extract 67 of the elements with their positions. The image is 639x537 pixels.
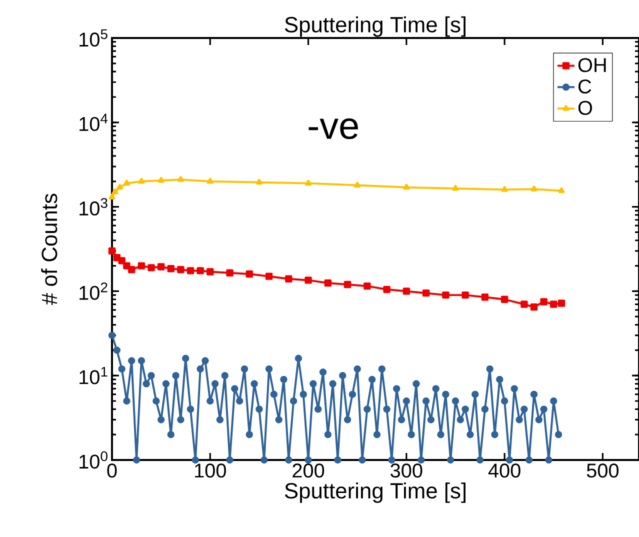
point: [383, 286, 390, 294]
point: [403, 184, 410, 190]
point: [108, 247, 116, 255]
point: [558, 187, 565, 194]
point: [206, 268, 214, 276]
point: [256, 178, 262, 185]
x-tick-label: 100: [195, 464, 226, 478]
x-tick-label: 500: [586, 464, 619, 478]
point: [123, 180, 130, 186]
legend-label: OH: [578, 58, 606, 72]
y-tick-label: 10$^{3}$: [80, 198, 108, 216]
point: [530, 303, 538, 311]
point: [354, 182, 361, 188]
point: [442, 291, 450, 299]
point: [550, 300, 558, 308]
point: [530, 186, 538, 192]
x-axis-title: Sputtering Time [s]: [284, 482, 466, 503]
point: [138, 178, 145, 184]
point: [500, 296, 508, 303]
point: [501, 186, 508, 192]
point: [265, 272, 273, 280]
x-tick-label: 200: [292, 464, 324, 478]
point: [206, 178, 214, 184]
y-tick-label: 10$^{2}$: [80, 282, 108, 300]
y-axis-title: # of Counts: [41, 194, 58, 305]
point: [520, 300, 528, 308]
point: [452, 184, 459, 191]
annotation: -ve: [308, 118, 358, 140]
x-tick-label: 0: [107, 464, 117, 478]
point: [462, 291, 469, 299]
point: [128, 266, 136, 274]
x-tick-label: 300: [390, 464, 422, 478]
point: [177, 176, 184, 182]
point: [304, 276, 312, 284]
point: [167, 265, 174, 272]
point: [157, 263, 165, 270]
point: [116, 184, 124, 190]
point: [112, 188, 118, 194]
point: [123, 262, 130, 270]
point: [324, 279, 332, 287]
point: [177, 266, 184, 274]
point: [285, 275, 292, 282]
point: [558, 300, 566, 307]
point: [158, 176, 164, 183]
point: [226, 269, 234, 276]
point: [344, 280, 352, 288]
y-tick-label: 10$^{1}$: [80, 366, 108, 384]
y-tick-label: 10$^{5}$: [80, 29, 108, 47]
point: [118, 257, 126, 264]
point: [138, 262, 146, 270]
point: [196, 267, 204, 274]
point: [246, 270, 253, 278]
y-tick-label: 10$^{0}$: [80, 451, 108, 469]
x-tick-label: 400: [488, 464, 520, 478]
point: [364, 282, 371, 290]
legend-label: O: [578, 100, 592, 115]
point: [186, 267, 194, 274]
point: [402, 288, 410, 295]
point: [305, 180, 312, 186]
legend-label: C: [578, 79, 592, 94]
point: [422, 289, 430, 297]
point: [148, 264, 155, 272]
point: [108, 194, 116, 200]
point: [481, 294, 489, 301]
y-tick-label: 10$^{4}$: [80, 114, 108, 132]
x2-axis-title: Sputtering Time [s]: [284, 16, 466, 37]
point: [540, 298, 548, 306]
